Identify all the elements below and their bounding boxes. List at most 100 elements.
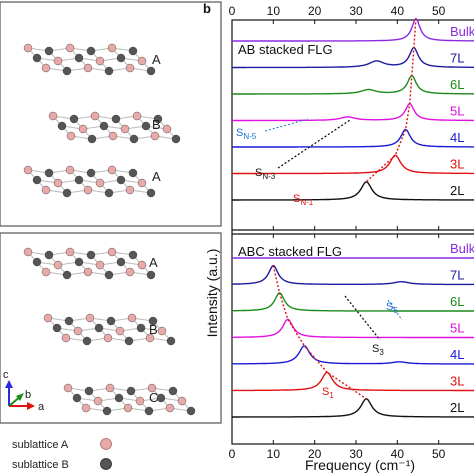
x-tick-label-top: 50 [432, 4, 446, 18]
atom [83, 63, 93, 73]
x-tick-label-top: 40 [391, 4, 405, 18]
series-label-4L: 4L [450, 130, 464, 145]
annotation-label: SN-3 [255, 167, 276, 181]
peak-fit-line [365, 18, 417, 183]
axis-a-label: a [38, 401, 45, 413]
atom [186, 406, 196, 416]
annotation-label: SN-5 [236, 127, 257, 141]
legend-sublattice-b-swatch [100, 458, 112, 470]
atom [85, 313, 95, 323]
atom [107, 247, 117, 257]
atom [137, 178, 147, 188]
atom [105, 383, 115, 393]
lattice-panel: A B A A B C c b a sublattice A sublattic… [0, 1, 222, 471]
atom [57, 121, 67, 131]
atom [132, 111, 142, 121]
atom [87, 134, 97, 144]
atom [128, 46, 138, 56]
atom [63, 383, 73, 393]
atom [84, 386, 94, 396]
graphene-layer-2 [48, 111, 181, 144]
x-tick-label-top: 20 [308, 4, 322, 18]
x-tick-label-bottom: 20 [308, 447, 322, 461]
panel-b-label: b [203, 1, 211, 16]
atom [41, 267, 51, 277]
guide-line [387, 299, 403, 321]
atom [146, 66, 156, 76]
atom [93, 396, 103, 406]
atom [86, 46, 96, 56]
graphene-layer-1 [23, 43, 156, 76]
spectrum-4L [232, 128, 474, 148]
legend-sublattice-a: sublattice A [12, 439, 69, 451]
y-axis-label: Intensity (a.u.) [204, 249, 220, 338]
atom [23, 165, 33, 175]
spectrum-2L [232, 181, 474, 201]
atom [177, 396, 187, 406]
atom [61, 333, 71, 343]
atom [128, 168, 138, 178]
atom [74, 175, 84, 185]
atom [171, 134, 181, 144]
spectrum-7L [232, 264, 474, 286]
atom [153, 114, 163, 124]
atom [32, 257, 42, 267]
atom [99, 121, 109, 131]
atom [83, 267, 93, 277]
spectrum-6L [232, 75, 474, 95]
series-label-7L: 7L [450, 268, 464, 283]
atom [65, 165, 75, 175]
atom [129, 134, 139, 144]
atom [141, 121, 151, 131]
atom [95, 260, 105, 270]
series-label-6L: 6L [450, 77, 464, 92]
spectrum-5L [232, 102, 474, 122]
atom [137, 56, 147, 66]
atom [107, 165, 117, 175]
atom [95, 56, 105, 66]
atom [86, 168, 96, 178]
atom [168, 386, 178, 396]
atom [32, 175, 42, 185]
panel-title: ABC stacked FLG [238, 244, 342, 259]
series-label-2L: 2L [450, 400, 464, 415]
atom [128, 250, 138, 260]
layer-label-bot-2: B [149, 322, 158, 337]
axis-triad: c b a [3, 369, 45, 413]
atom [108, 131, 118, 141]
atom [73, 326, 83, 336]
atom [125, 185, 135, 195]
series-label-7L: 7L [450, 51, 464, 66]
spectrum-3L [232, 154, 474, 175]
x-tick-label-bottom: 40 [391, 447, 405, 461]
atom [104, 270, 114, 280]
atom [115, 326, 125, 336]
atom [145, 333, 155, 343]
series-label-Bulk: Bulk [450, 241, 474, 256]
atom [32, 53, 42, 63]
layer-label-top-2: B [152, 117, 161, 132]
series-label-6L: 6L [450, 294, 464, 309]
atom [74, 53, 84, 63]
legend-sublattice-b: sublattice B [12, 459, 69, 471]
graphene-layer-5 [43, 313, 176, 346]
atom [111, 114, 121, 124]
atom [150, 131, 160, 141]
annotation-label: S5 [386, 301, 398, 315]
layer-label-bot-3: C [149, 390, 158, 405]
atom [43, 313, 53, 323]
plot-frame [231, 19, 474, 445]
atom [81, 403, 91, 413]
x-axis-label: Frequency (cm⁻¹) [305, 457, 415, 473]
guide-line [264, 118, 309, 132]
atom [104, 66, 114, 76]
guide-line [344, 295, 381, 341]
atom [106, 316, 116, 326]
atom [135, 396, 145, 406]
peak-fit-line [272, 265, 367, 400]
atom [114, 393, 124, 403]
atom [74, 257, 84, 267]
atom [146, 270, 156, 280]
atom [104, 188, 114, 198]
atom [103, 333, 113, 343]
